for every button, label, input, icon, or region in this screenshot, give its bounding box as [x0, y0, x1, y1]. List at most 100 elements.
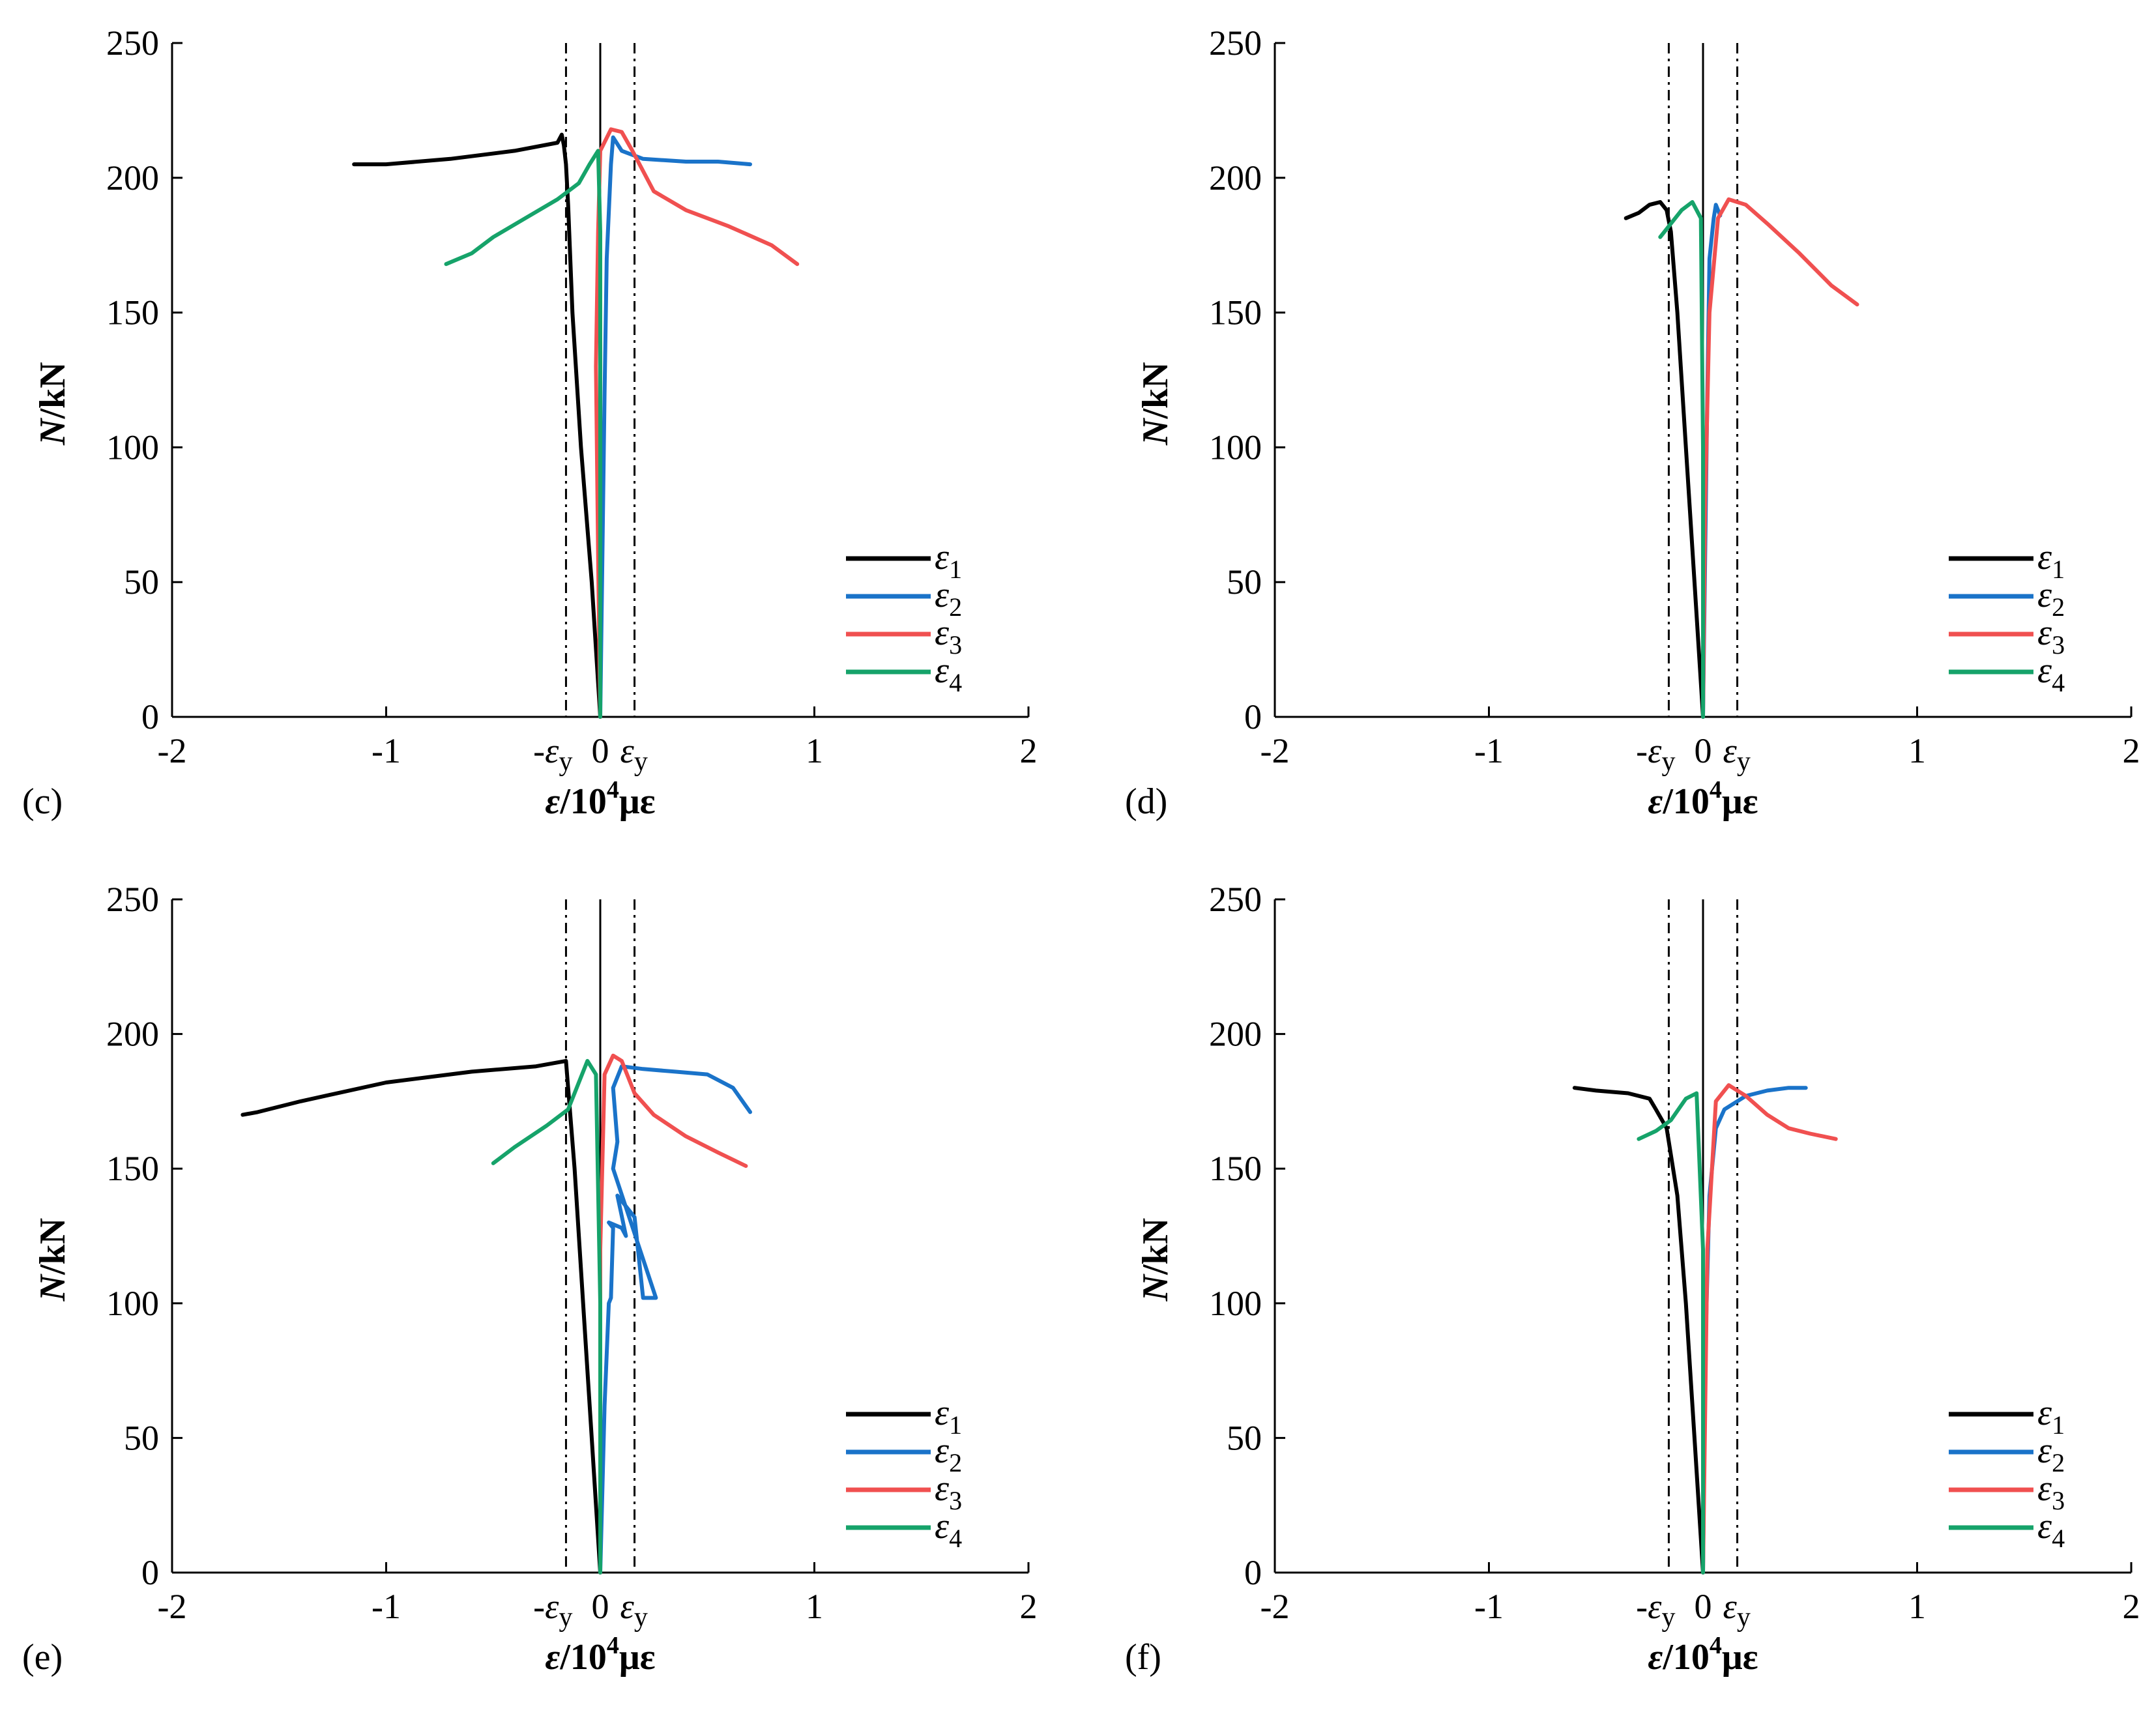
y-tick-label: 250	[106, 23, 159, 63]
y-tick-label: 200	[1209, 158, 1262, 197]
x-tick-label: -2	[158, 1587, 187, 1626]
y-axis-title: N/kN	[1135, 362, 1176, 446]
legend-label-eps4: ε4	[2037, 1506, 2065, 1553]
y-tick-label: 50	[124, 1418, 159, 1457]
legend-label-eps4: ε4	[935, 1506, 962, 1553]
legend-label-eps4: ε4	[935, 650, 962, 697]
y-tick-label: 200	[106, 1015, 159, 1054]
series-line-eps3	[1701, 1083, 1838, 1575]
legend-label-eps2: ε2	[2037, 575, 2065, 622]
x-axis-title: ε/104με	[545, 776, 655, 822]
series-line-eps1	[352, 132, 602, 719]
series-line-eps3	[598, 1053, 748, 1575]
x-tick-label: 1	[806, 1587, 823, 1626]
x-tick-label: 2	[2123, 1587, 2140, 1626]
x-tick-label: 1	[806, 731, 823, 770]
y-axis-title: N/kN	[33, 1218, 73, 1302]
legend-label-eps3: ε3	[2037, 1468, 2065, 1515]
y-tick-label: 100	[106, 428, 159, 467]
legend-label-eps1: ε1	[2037, 1393, 2065, 1440]
x-axis-title: ε/104με	[1648, 1632, 1758, 1678]
panel-label: (d)	[1125, 781, 1167, 822]
y-tick-label: 50	[1227, 562, 1262, 602]
neg-yield-label: -εy	[533, 1587, 572, 1633]
y-tick-label: 250	[106, 880, 159, 919]
series-line-eps2	[1701, 1086, 1808, 1575]
legend-label-eps3: ε3	[935, 1468, 962, 1515]
x-tick-label: 0	[1695, 1587, 1712, 1626]
y-tick-label: 0	[1244, 1553, 1262, 1592]
x-tick-label: -1	[371, 1587, 401, 1626]
series-line-eps4	[1658, 200, 1705, 719]
series-line-eps4	[491, 1058, 602, 1575]
y-tick-label: 100	[1209, 1284, 1262, 1323]
x-tick-label: 0	[592, 731, 609, 770]
legend-label-eps4: ε4	[2037, 650, 2065, 697]
legend-label-eps2: ε2	[2037, 1431, 2065, 1477]
series-line-eps4	[1637, 1091, 1705, 1575]
pos-yield-label: εy	[1723, 731, 1751, 777]
legend-label-eps1: ε1	[935, 537, 962, 584]
chart-panel-f: 0 50 100 150 200 250 -2 -1 0 1 2 -εy εyε/104με N/kN (f…	[1125, 880, 2140, 1678]
y-tick-label: 200	[106, 158, 159, 197]
x-tick-label: 0	[592, 1587, 609, 1626]
x-tick-label: 1	[1908, 731, 1926, 770]
y-tick-label: 200	[1209, 1015, 1262, 1054]
pos-yield-label: εy	[1723, 1587, 1751, 1633]
neg-yield-label: -εy	[533, 731, 572, 777]
series-line-eps1	[1572, 1086, 1705, 1575]
x-tick-label: -1	[371, 731, 401, 770]
x-tick-label: -2	[1260, 1587, 1290, 1626]
y-axis-title: N/kN	[33, 362, 73, 446]
series-line-eps3	[594, 127, 800, 719]
x-tick-label: 2	[2123, 731, 2140, 770]
y-tick-label: 0	[1244, 697, 1262, 736]
series-line-eps4	[444, 149, 602, 719]
x-tick-label: 1	[1908, 1587, 1926, 1626]
x-axis-title: ε/104με	[545, 1632, 655, 1678]
panel-label: (c)	[22, 781, 63, 822]
series-line-eps2	[598, 1064, 752, 1575]
x-tick-label: -1	[1474, 731, 1504, 770]
x-axis-title: ε/104με	[1648, 776, 1758, 822]
series-line-eps1	[1624, 200, 1705, 719]
y-tick-label: 0	[141, 1553, 159, 1592]
neg-yield-label: -εy	[1636, 1587, 1675, 1633]
y-tick-label: 150	[106, 293, 159, 332]
panel-label: (e)	[22, 1637, 63, 1678]
series-line-eps1	[240, 1058, 602, 1575]
x-tick-label: -2	[158, 731, 187, 770]
y-tick-label: 100	[1209, 428, 1262, 467]
series-line-eps3	[1701, 197, 1859, 719]
x-tick-label: 0	[1695, 731, 1712, 770]
y-tick-label: 50	[1227, 1418, 1262, 1457]
x-tick-label: 2	[1020, 1587, 1038, 1626]
x-tick-label: -1	[1474, 1587, 1504, 1626]
y-tick-label: 100	[106, 1284, 159, 1323]
legend-label-eps1: ε1	[935, 1393, 962, 1440]
series-line-eps2	[598, 135, 752, 719]
chart-panel-c: 0 50 100 150 200 250 -2 -1 0 1 2 -εy εyε/104με N/kN (c…	[22, 23, 1038, 822]
y-tick-label: 250	[1209, 23, 1262, 63]
pos-yield-label: εy	[620, 1587, 648, 1633]
legend-label-eps2: ε2	[935, 1431, 962, 1477]
neg-yield-label: -εy	[1636, 731, 1675, 777]
legend-label-eps3: ε3	[935, 613, 962, 660]
y-tick-label: 250	[1209, 880, 1262, 919]
y-tick-label: 50	[124, 562, 159, 602]
y-tick-label: 150	[106, 1149, 159, 1188]
x-tick-label: 2	[1020, 731, 1038, 770]
y-axis-title: N/kN	[1135, 1218, 1176, 1302]
y-tick-label: 150	[1209, 293, 1262, 332]
legend-label-eps2: ε2	[935, 575, 962, 622]
y-tick-label: 0	[141, 697, 159, 736]
pos-yield-label: εy	[620, 731, 648, 777]
chart-panel-d: 0 50 100 150 200 250 -2 -1 0 1 2 -εy εyε/104με N/kN (d…	[1125, 23, 2140, 822]
x-tick-label: -2	[1260, 731, 1290, 770]
panel-label: (f)	[1125, 1637, 1161, 1678]
y-tick-label: 150	[1209, 1149, 1262, 1188]
legend-label-eps3: ε3	[2037, 613, 2065, 660]
chart-panel-e: 0 50 100 150 200 250 -2 -1 0 1 2 -εy εyε/104με N/kN (e…	[22, 880, 1038, 1678]
legend-label-eps1: ε1	[2037, 537, 2065, 584]
